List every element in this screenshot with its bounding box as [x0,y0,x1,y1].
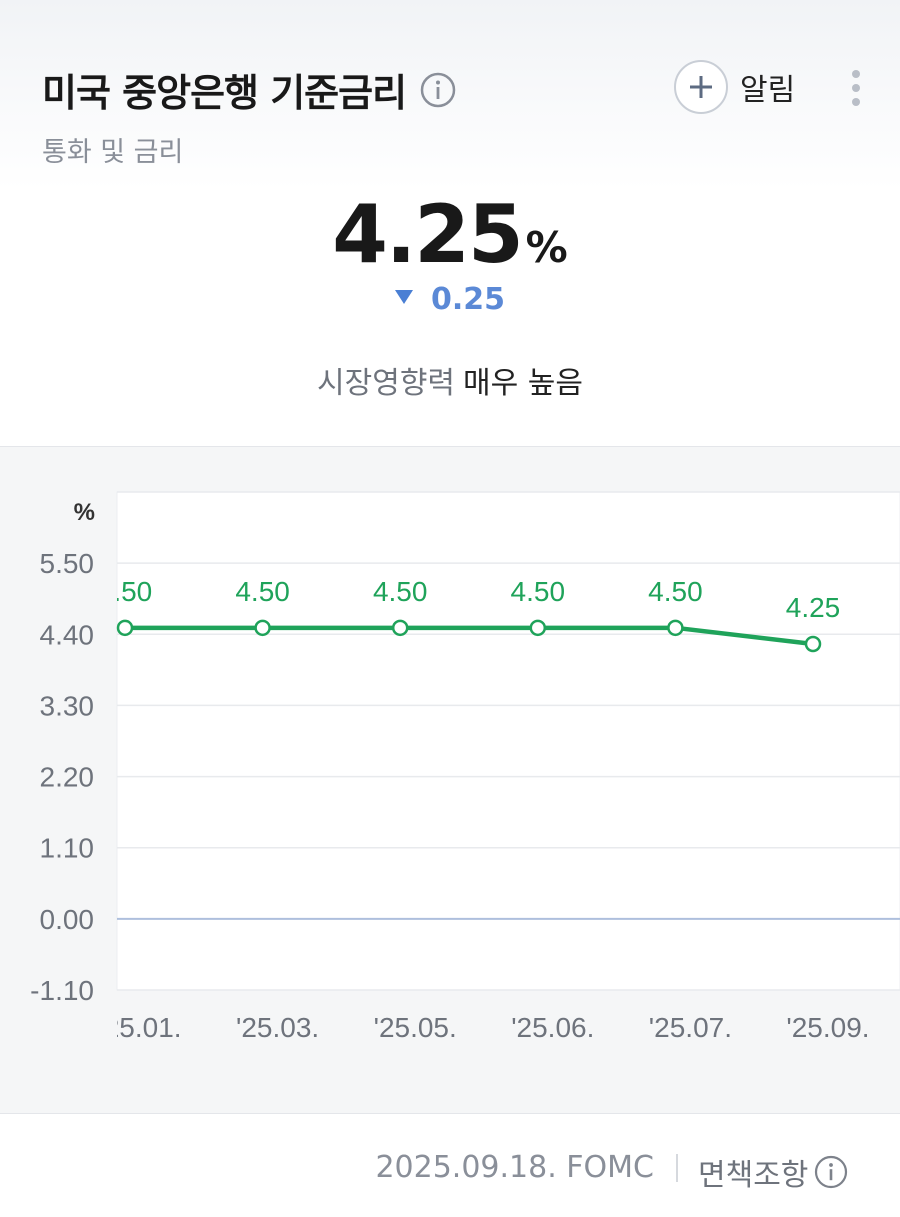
data-point [667,619,684,637]
chart-panel: % 5.50 4.40 3.30 2.20 1.10 0.00 -1.10'25.01. '25… [0,446,900,1114]
series-line [125,625,814,647]
footer-divider [676,1154,678,1182]
y-tick-label: 4.40 [40,619,95,650]
disclaimer-link[interactable]: 면책조항 [698,1150,848,1194]
impact-value: 매우 높음 [463,366,583,401]
data-point [804,635,822,653]
page-title: 미국 중앙은행 기준금리 [42,71,407,115]
data-point [391,619,409,637]
x-tick-label: '25.03. [236,1012,319,1043]
down-arrow-icon [394,290,413,304]
current-rate: 4.25% [0,188,900,281]
data-label: 4.50 [235,576,290,607]
data-label: 4.50 [648,576,703,607]
announcement-date: 2025.09.18. FOMC [375,1150,654,1185]
plot-background [116,491,900,991]
more-options-icon[interactable] [840,66,872,110]
rate-unit: % [525,223,568,272]
category-subtitle[interactable]: 통화 및 금리 [42,137,184,168]
impact-label: 시장영향력 [317,366,456,401]
header-section: 미국 중앙은행 기준금리 통화 및 금리 알림 4.25% 0.25 시장영향력… [0,0,900,446]
data-label: 4.50 [373,576,428,607]
x-tick-label: '25.05. [374,1012,457,1043]
disclaimer-label: 면책조항 [698,1158,809,1193]
x-tick-label: '25.01. [98,1012,181,1043]
y-tick-label: 1.10 [40,833,95,864]
change-value: 0.25 [430,282,506,317]
title-row: 미국 중앙은행 기준금리 [42,62,456,117]
rate-chart[interactable]: % 5.50 4.40 3.30 2.20 1.10 0.00 -1.10'25.01. '25… [0,447,900,1115]
x-tick-label: '25.09. [786,1012,869,1043]
y-tick-label: 5.50 [40,548,95,579]
y-tick-label: -1.10 [30,975,94,1006]
data-label: 4.50 [511,576,566,607]
alarm-label: 알림 [740,73,796,108]
data-point [116,619,134,637]
data-point [254,619,271,637]
y-axis-unit: % [74,499,95,526]
data-point [529,619,547,637]
plus-icon [674,60,728,114]
x-tick-label: '25.06. [511,1012,594,1043]
y-tick-label: 0.00 [40,904,95,935]
y-tick-label: 3.30 [40,690,95,721]
data-label: 4.50 [98,576,153,607]
rate-value: 4.25 [332,188,523,281]
x-tick-label: '25.07. [649,1012,732,1043]
data-label: 4.25 [786,592,841,623]
market-impact: 시장영향력 매우 높음 [0,358,900,402]
y-tick-label: 2.20 [40,762,95,793]
info-icon[interactable] [420,72,456,108]
rate-change: 0.25 [0,282,900,317]
footer: 2025.09.18. FOMC 면책조항 [0,1142,900,1202]
disclaimer-info-icon [815,1155,848,1189]
alarm-button[interactable]: 알림 [674,60,795,114]
